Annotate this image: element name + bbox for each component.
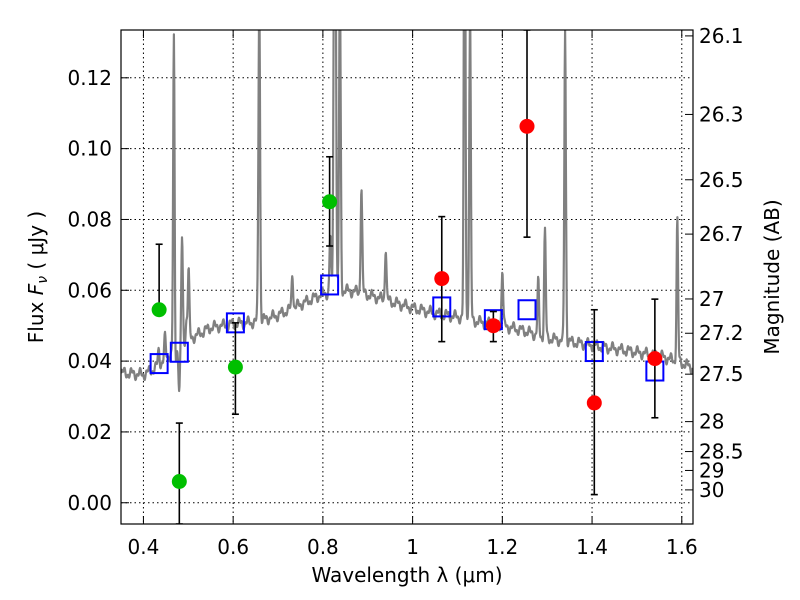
axis-ticks: 0.4 0.6 0.8 1 1.2 1.4 1.6 0.00 0.02 0.04 0.06 0.08 0… bbox=[67, 24, 743, 559]
magnitude-tick-label: 26.7 bbox=[699, 222, 744, 246]
magnitude-tick-label: 28 bbox=[699, 410, 724, 434]
x-tick-label: 1 bbox=[406, 535, 419, 559]
y-axis-label-symbol: F bbox=[24, 283, 48, 295]
y-tick-label: 0.04 bbox=[67, 349, 112, 373]
y-tick-label: 0.08 bbox=[67, 207, 112, 231]
y-tick-label: 0.00 bbox=[67, 491, 112, 515]
y-tick-label: 0.06 bbox=[67, 278, 112, 302]
y-tick-label: 0.02 bbox=[67, 420, 112, 444]
y-axis-label-suffix: ( μJy ) bbox=[24, 211, 48, 276]
x-tick-label: 0.8 bbox=[307, 535, 339, 559]
observed-photometry-point bbox=[647, 351, 663, 367]
y-tick-label: 0.10 bbox=[67, 137, 112, 161]
y-axis-label-prefix: Flux bbox=[24, 295, 48, 343]
magnitude-tick-label: 27.5 bbox=[699, 362, 744, 386]
observed-photometry-point bbox=[171, 474, 187, 490]
model-photometry-square bbox=[169, 341, 189, 363]
observed-photometry-point bbox=[485, 318, 501, 334]
observed-photometry-point bbox=[434, 271, 450, 287]
magnitude-tick-label: 30 bbox=[699, 478, 724, 502]
model-photometry-square bbox=[320, 274, 340, 296]
observed-photometry-point bbox=[151, 302, 167, 318]
magnitude-tick-label: 29 bbox=[699, 458, 724, 482]
magnitude-tick-label: 28.5 bbox=[699, 440, 744, 464]
magnitude-tick-label: 27.2 bbox=[699, 321, 744, 345]
observed-photometry-point bbox=[227, 359, 243, 375]
magnitude-tick-label: 26.1 bbox=[699, 24, 744, 48]
data-marks bbox=[149, 30, 665, 524]
grid-lines bbox=[121, 30, 693, 524]
x-tick-label: 1.2 bbox=[486, 535, 518, 559]
x-axis-label: Wavelength λ (μm) bbox=[311, 563, 502, 587]
model-photometry-square bbox=[149, 353, 169, 375]
x-tick-label: 0.6 bbox=[217, 535, 249, 559]
observed-photometry-point bbox=[586, 395, 602, 411]
y-axis-label-subscript: ν bbox=[35, 276, 51, 284]
magnitude-tick-label: 27 bbox=[699, 287, 724, 311]
model-photometry-square bbox=[517, 299, 537, 321]
observed-photometry-point bbox=[519, 118, 535, 134]
observed-photometry-point bbox=[322, 194, 338, 210]
x-tick-label: 1.4 bbox=[576, 535, 608, 559]
x-tick-label: 1.6 bbox=[666, 535, 698, 559]
x-tick-label: 0.4 bbox=[128, 535, 160, 559]
plot-frame bbox=[120, 29, 694, 525]
y-tick-label: 0.12 bbox=[67, 66, 112, 90]
magnitude-tick-label: 26.3 bbox=[699, 102, 744, 126]
y-axis-label: Flux Fν ( μJy ) bbox=[24, 211, 51, 343]
magnitude-tick-label: 26.5 bbox=[699, 168, 744, 192]
y2-axis-label: Magnitude (AB) bbox=[760, 199, 784, 354]
